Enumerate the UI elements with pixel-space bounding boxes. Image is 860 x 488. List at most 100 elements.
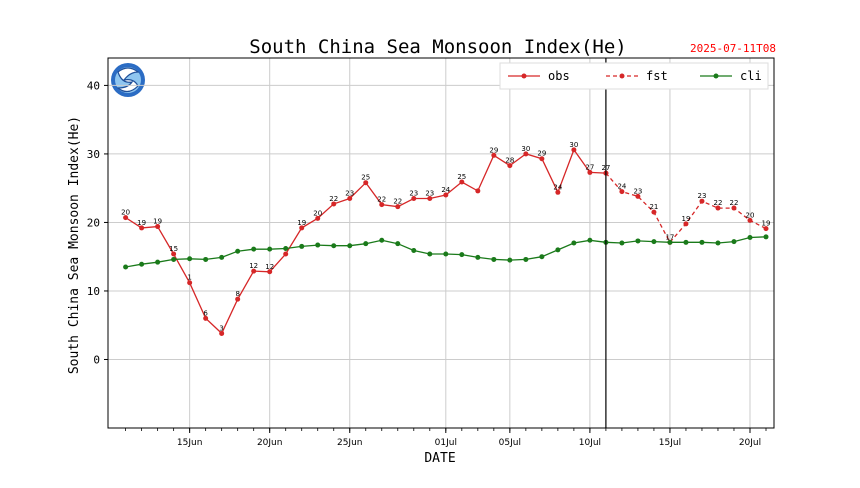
data-point-obs [203, 315, 209, 321]
data-point-obs [283, 251, 289, 257]
data-point-cli [283, 245, 289, 251]
data-point-cli [715, 240, 721, 246]
data-point-cli [171, 256, 177, 262]
data-point-cli [635, 238, 641, 244]
data-point-cli [587, 237, 593, 243]
data-label-obs: 22 [393, 198, 402, 206]
data-point-cli [475, 254, 481, 260]
data-point-obs [187, 280, 193, 286]
legend-marker-cli [713, 73, 719, 79]
data-point-cli [299, 243, 305, 249]
data-label-obs: 19 [137, 219, 146, 227]
legend: obs fst cli [499, 62, 769, 90]
data-label-fst: 23 [697, 192, 706, 200]
data-point-obs [363, 180, 369, 186]
data-point-obs [299, 225, 305, 231]
data-label-obs: 22 [377, 196, 386, 204]
x-tick-label: 05Jul [499, 438, 521, 448]
data-point-fst [731, 205, 737, 211]
agency-logo [111, 63, 145, 97]
data-label-obs: 20 [313, 209, 322, 217]
title-group: South China Sea Monsoon Index(He) 2025-0… [249, 36, 776, 58]
data-label-fst: 17 [665, 233, 674, 241]
data-label-obs: 29 [537, 150, 546, 158]
data-point-obs [507, 163, 513, 169]
data-point-cli [219, 254, 225, 260]
data-label-fst: 24 [617, 183, 626, 191]
y-tick-label: 0 [93, 353, 100, 366]
data-label-obs: 24 [441, 186, 450, 194]
data-labels-layer: 20 19 19 15 1 6 3 8 12 12 19 20 22 23 25 22 22 23 23 24 25 29… [121, 141, 770, 333]
data-point-obs [123, 215, 129, 221]
data-point-cli [363, 241, 369, 247]
data-point-fst [635, 193, 641, 199]
data-label-obs: 20 [121, 209, 130, 217]
data-point-obs [523, 151, 529, 157]
data-point-cli [411, 248, 417, 254]
data-label-obs: 19 [153, 218, 162, 226]
legend-label-cli: cli [740, 69, 762, 83]
data-label-fst: 21 [649, 203, 658, 211]
data-point-obs [379, 202, 385, 208]
data-label-obs: 24 [553, 183, 562, 191]
data-point-cli [699, 239, 705, 245]
legend-marker-fst [619, 73, 625, 79]
data-point-obs [315, 215, 321, 221]
data-point-cli [155, 259, 161, 265]
data-point-fst [683, 221, 689, 227]
x-tick-label: 20Jun [257, 438, 283, 448]
data-label-obs: 22 [329, 195, 338, 203]
data-point-obs [347, 195, 353, 201]
data-point-cli [395, 241, 401, 247]
data-point-cli [347, 243, 353, 249]
x-tick-label: 15Jun [177, 438, 203, 448]
data-point-obs [411, 195, 417, 201]
x-tick-label: 20Jul [739, 438, 761, 448]
data-label-obs: 25 [457, 173, 466, 181]
data-label-fst: 20 [746, 211, 755, 219]
data-label-obs: 28 [505, 157, 514, 165]
data-label-obs: 23 [345, 189, 354, 197]
data-point-fst [747, 217, 753, 223]
x-tick-label: 10Jul [579, 438, 601, 448]
data-label-fst: 19 [762, 220, 771, 228]
data-label-obs: 23 [425, 189, 434, 197]
data-point-fst [651, 209, 657, 215]
data-point-fst [763, 226, 769, 232]
data-point-cli [571, 240, 577, 246]
data-label-obs: 1 [187, 274, 191, 282]
data-point-cli [491, 256, 497, 262]
data-point-cli [619, 240, 625, 246]
data-label-obs: 30 [569, 141, 578, 149]
y-tick-label: 10 [87, 285, 100, 298]
data-point-obs [267, 269, 273, 275]
data-point-obs [587, 169, 593, 175]
data-point-cli [235, 248, 241, 254]
timestamp-label: 2025-07-11T08 [690, 42, 776, 55]
data-point-obs [251, 268, 257, 274]
data-point-cli [731, 239, 737, 245]
data-point-obs [539, 156, 545, 162]
data-point-cli [507, 257, 513, 263]
y-axis-label: South China Sea Monsoon Index(He) [67, 116, 82, 374]
data-point-cli [459, 252, 465, 258]
data-point-cli [539, 254, 545, 260]
data-label-obs: 12 [249, 262, 258, 270]
data-label-fst: 23 [633, 187, 642, 195]
data-label-obs: 6 [203, 309, 208, 317]
data-point-cli [667, 239, 673, 245]
data-label-fst: 22 [714, 199, 723, 207]
x-tick-label: 01Jul [435, 438, 457, 448]
data-point-obs [331, 201, 337, 207]
data-point-obs [427, 195, 433, 201]
legend-marker-obs [521, 73, 527, 79]
data-label-obs: 29 [489, 146, 498, 154]
data-label-obs: 3 [219, 324, 223, 332]
data-point-cli [331, 243, 337, 249]
data-point-obs [491, 152, 497, 158]
data-point-cli [187, 256, 193, 262]
data-point-cli [427, 251, 433, 257]
data-point-obs [235, 296, 241, 302]
